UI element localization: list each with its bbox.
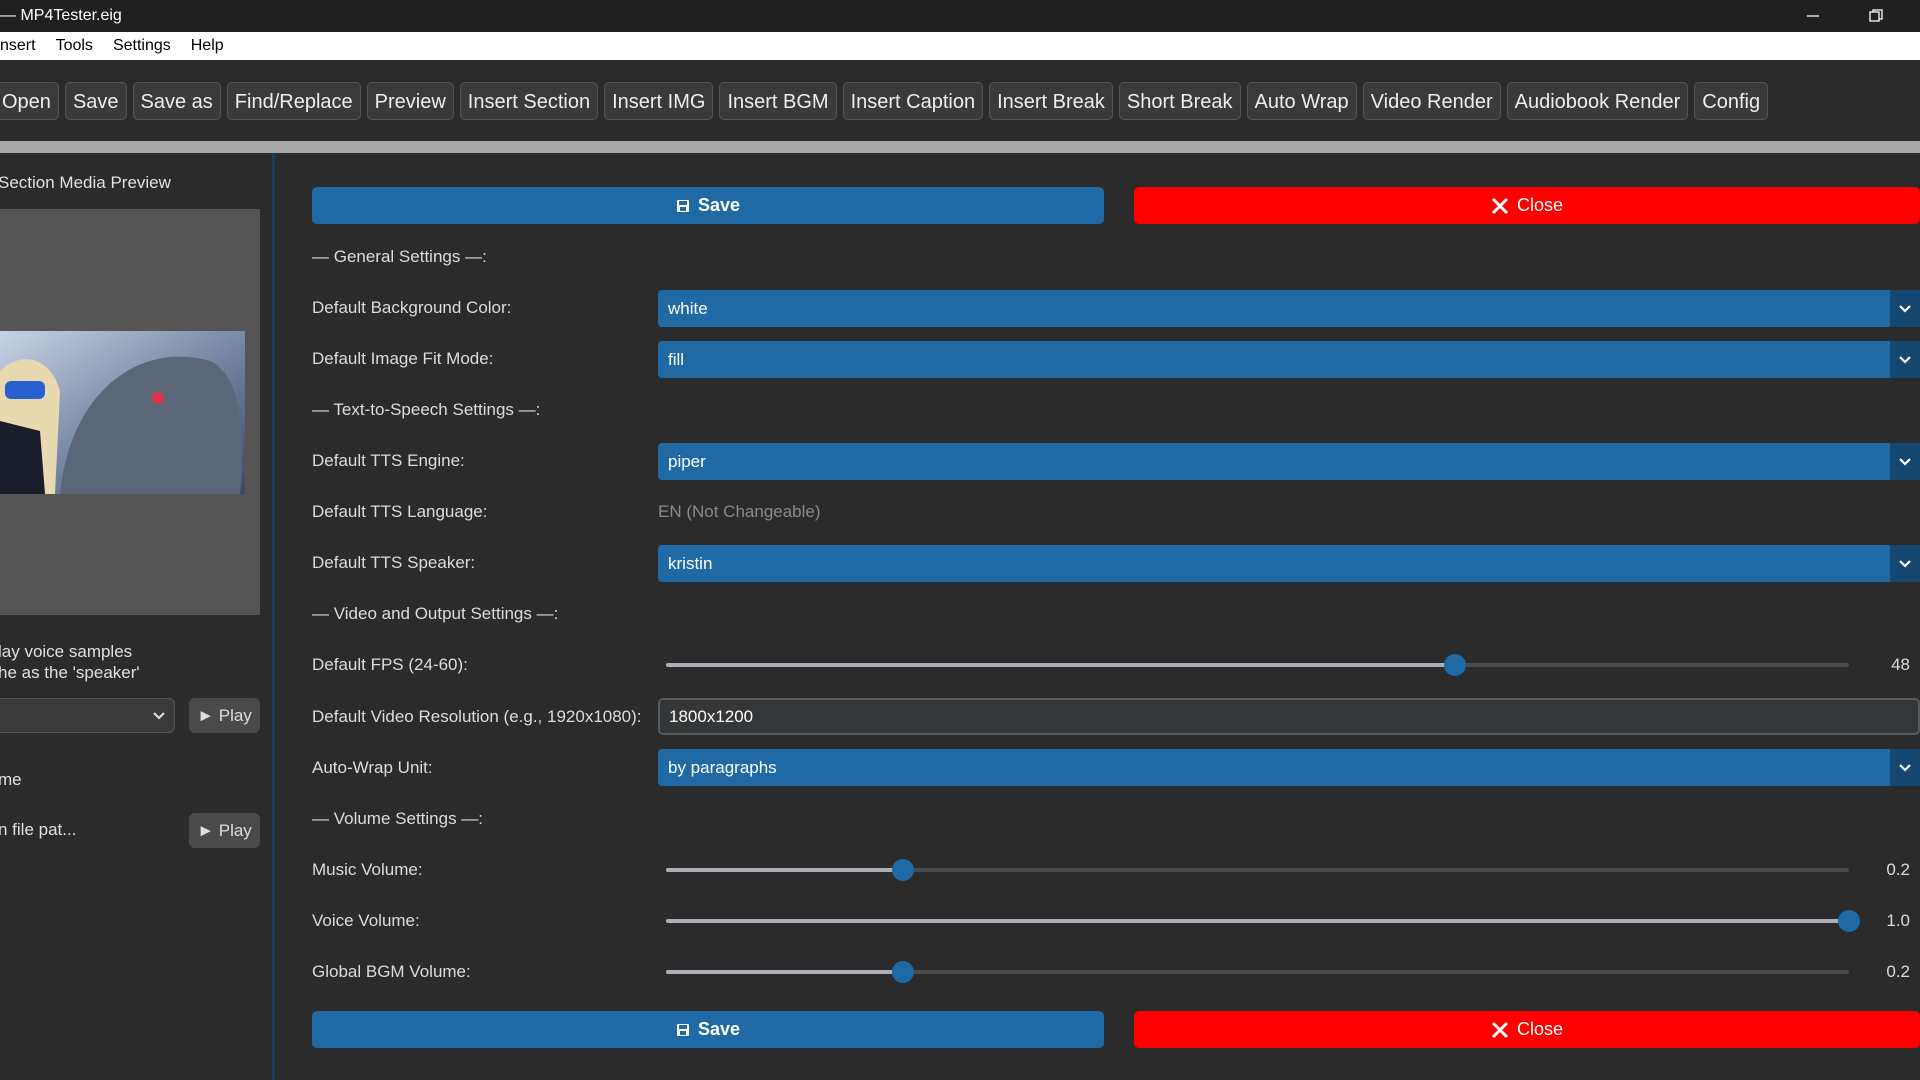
voice-hint: he as the 'speaker' — [0, 663, 140, 682]
left-panel: Section Media Preview lay voice samples … — [0, 153, 272, 1080]
menu-item[interactable]: Help — [190, 37, 224, 54]
slider-fill — [666, 663, 1455, 668]
field-label: Voice Volume: — [312, 910, 420, 930]
toolbar-button[interactable]: Save as — [132, 82, 221, 120]
separator — [0, 141, 1920, 153]
field-label: Default Background Color: — [312, 298, 512, 318]
slider-knob[interactable] — [891, 858, 914, 881]
toolbar-button[interactable]: Short Break — [1118, 82, 1241, 120]
field-label: Default Image Fit Mode: — [312, 349, 494, 369]
preview-box — [0, 209, 260, 615]
window-title: — MP4Tester.eig — [0, 7, 122, 24]
slider-value: 0.2 — [1886, 961, 1910, 981]
save-label: Save — [697, 1019, 741, 1039]
toolbar-button[interactable]: Save — [64, 82, 127, 120]
toolbar-button[interactable]: Auto Wrap — [1246, 82, 1357, 120]
close-button[interactable]: Close — [1134, 1011, 1920, 1048]
dropdown-arrow — [1890, 340, 1920, 378]
toolbar-button[interactable]: Config — [1694, 82, 1769, 120]
field-label: Auto-Wrap Unit: — [312, 757, 433, 777]
title-bar: — MP4Tester.eig — [0, 0, 1920, 32]
dropdown-arrow — [1890, 442, 1920, 480]
save-button[interactable]: Save — [312, 1011, 1104, 1048]
static-value: EN (Not Changeable) — [658, 502, 821, 522]
voice-hint: lay voice samples — [0, 642, 133, 661]
slider-track[interactable] — [666, 918, 1849, 923]
slider-track[interactable] — [666, 663, 1849, 668]
section-heading: — General Settings —: — [312, 247, 487, 266]
menu-bar: nsert Tools Settings Help — [0, 32, 1920, 60]
toolbar-button[interactable]: Video Render — [1362, 82, 1501, 120]
field-label: Default TTS Speaker: — [312, 553, 476, 573]
slider-knob[interactable] — [1443, 654, 1466, 677]
dropdown[interactable]: piper — [658, 442, 1920, 480]
slider-knob[interactable] — [1838, 909, 1860, 932]
section-heading: — Video and Output Settings —: — [312, 604, 559, 624]
toolbar-button[interactable]: Insert Break — [989, 82, 1113, 120]
slider-value: 0.2 — [1886, 859, 1910, 879]
save-button[interactable]: Save — [312, 187, 1104, 224]
slider-track[interactable] — [666, 867, 1849, 872]
section-heading: — Text-to-Speech Settings —: — [312, 400, 541, 420]
text-input[interactable]: 1800x1200 — [658, 698, 1920, 736]
field-label: Default TTS Language: — [312, 502, 488, 522]
toolbar: Open Save Save as Find/Replace Preview Insert… — [0, 82, 1769, 120]
name-label: me — [0, 770, 22, 789]
field-label: Default Video Resolution (e.g., 1920x108… — [312, 706, 642, 726]
preview-image — [0, 331, 245, 494]
close-label: Close — [1516, 1019, 1564, 1039]
slider-knob[interactable] — [891, 960, 914, 983]
toolbar-button[interactable]: Insert Section — [459, 82, 599, 120]
toolbar-button[interactable]: Insert IMG — [604, 82, 714, 120]
toolbar-button[interactable]: Insert Caption — [842, 82, 984, 120]
menu-item[interactable]: Settings — [112, 37, 171, 54]
field-label: Music Volume: — [312, 859, 423, 879]
play-button[interactable]: ► Play — [189, 813, 260, 848]
field-label: Global BGM Volume: — [312, 961, 471, 981]
dropdown-arrow — [1890, 749, 1920, 787]
toolbar-button[interactable]: Insert BGM — [719, 82, 837, 120]
toolbar-button[interactable]: Preview — [366, 82, 454, 120]
play-button[interactable]: ► Play — [189, 698, 260, 733]
minimize-button[interactable] — [1805, 8, 1821, 24]
slider-fill — [666, 969, 903, 974]
dropdown[interactable]: kristin — [658, 544, 1920, 582]
menu-item[interactable]: Tools — [55, 37, 93, 54]
toolbar-area: Open Save Save as Find/Replace Preview Insert… — [0, 60, 1920, 141]
slider-track[interactable] — [666, 969, 1849, 974]
toolbar-button[interactable]: Find/Replace — [226, 82, 361, 120]
save-label: Save — [697, 195, 741, 215]
close-label: Close — [1516, 195, 1564, 215]
toolbar-button[interactable]: Open — [0, 82, 59, 120]
panel-title: Section Media Preview — [0, 173, 171, 192]
dropdown[interactable]: white — [658, 289, 1920, 327]
field-label: Default FPS (24-60): — [312, 655, 468, 675]
slider-value: 1.0 — [1886, 910, 1910, 930]
slider-fill — [666, 918, 1849, 923]
close-button[interactable]: Close — [1134, 187, 1920, 224]
voice-combobox[interactable] — [0, 698, 175, 733]
dropdown[interactable]: by paragraphs — [658, 749, 1920, 787]
restore-button[interactable] — [1868, 8, 1884, 24]
toolbar-button[interactable]: Audiobook Render — [1506, 82, 1689, 120]
slider-fill — [666, 867, 903, 872]
dropdown[interactable]: fill — [658, 340, 1920, 378]
dropdown-arrow — [1890, 544, 1920, 582]
panel-divider — [272, 153, 275, 1080]
menu-item[interactable]: nsert — [0, 37, 36, 54]
section-heading: — Volume Settings —: — [312, 808, 484, 828]
slider-value: 48 — [1891, 655, 1910, 675]
field-label: Default TTS Engine: — [312, 451, 465, 471]
file-label: n file pat... — [0, 820, 77, 839]
dropdown-arrow — [1890, 289, 1920, 327]
